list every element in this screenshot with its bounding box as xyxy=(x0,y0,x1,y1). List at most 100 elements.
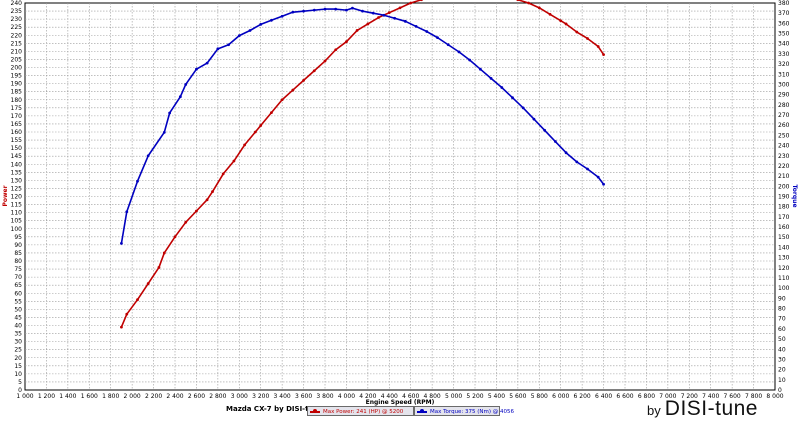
y-left-tick-label: 20 xyxy=(14,355,22,362)
y-right-tick-label: 40 xyxy=(778,346,786,353)
data-point-power xyxy=(409,1,413,5)
y-right-tick-label: 0 xyxy=(778,387,782,394)
data-point-torque xyxy=(136,179,139,183)
data-point-power xyxy=(205,198,209,202)
x-tick-label: 4 400 xyxy=(381,393,398,400)
data-point-power xyxy=(366,22,370,26)
y-right-tick-label: 10 xyxy=(778,377,786,384)
data-point-torque xyxy=(227,43,230,47)
data-point-power xyxy=(537,6,541,10)
y-right-tick-label: 300 xyxy=(778,81,790,88)
data-point-torque xyxy=(446,43,450,47)
x-tick-label: 6 800 xyxy=(638,393,655,400)
data-point-power xyxy=(157,266,161,269)
legend-torque-label: Max Torque: 375 (Nm) @ 4056 xyxy=(430,409,515,415)
data-point-torque xyxy=(205,61,209,65)
y-left-tick-label: 235 xyxy=(11,8,23,15)
data-point-torque xyxy=(280,14,284,18)
data-point-power xyxy=(602,53,605,56)
y-left-tick-label: 50 xyxy=(14,306,22,313)
data-point-power xyxy=(516,0,520,2)
y-left-tick-label: 100 xyxy=(11,226,23,233)
x-tick-label: 7 400 xyxy=(702,393,719,400)
y-left-tick-label: 230 xyxy=(11,16,23,23)
y-left-tick-label: 225 xyxy=(11,24,23,31)
series-line-torque xyxy=(120,7,605,244)
x-tick-label: 5 200 xyxy=(466,393,483,400)
x-tick-label: 5 000 xyxy=(445,393,462,400)
y-left-tick-label: 150 xyxy=(11,145,23,152)
y-right-tick-label: 200 xyxy=(778,183,790,190)
data-point-power xyxy=(312,69,316,73)
data-point-power xyxy=(345,40,348,44)
y-right-tick-label: 340 xyxy=(778,41,790,48)
y-left-tick-label: 145 xyxy=(11,153,23,160)
data-point-torque xyxy=(371,11,375,15)
data-point-torque xyxy=(270,18,273,22)
x-tick-label: 8 000 xyxy=(766,393,783,400)
x-tick-label: 2 800 xyxy=(209,393,226,400)
y-left-tick-label: 170 xyxy=(11,113,23,120)
y-left-tick-label: 25 xyxy=(14,347,22,354)
y-left-tick-label: 220 xyxy=(11,32,23,39)
data-point-torque xyxy=(146,154,150,158)
data-point-power xyxy=(377,16,380,19)
legend-power-swatch xyxy=(310,409,320,413)
brand-by: by xyxy=(647,403,661,418)
y-right-tick-label: 370 xyxy=(778,10,790,17)
x-tick-label: 3 800 xyxy=(316,393,333,400)
data-point-power xyxy=(125,312,129,316)
data-point-power xyxy=(302,79,305,82)
y-right-tick-label: 180 xyxy=(778,204,790,211)
y-right-tick-label: 120 xyxy=(778,265,790,272)
y-left-tick-label: 195 xyxy=(11,73,23,80)
data-point-torque xyxy=(436,36,439,40)
y-left-tick-label: 10 xyxy=(14,371,22,378)
x-tick-label: 7 200 xyxy=(681,393,698,400)
data-point-power xyxy=(243,143,247,147)
x-tick-label: 7 600 xyxy=(724,393,741,400)
x-tick-label: 6 200 xyxy=(574,393,591,400)
data-point-torque xyxy=(162,130,166,134)
x-tick-label: 5 600 xyxy=(509,393,526,400)
y-left-tick-label: 120 xyxy=(11,194,23,201)
data-point-torque xyxy=(511,96,514,100)
y-left-tick-label: 205 xyxy=(11,56,23,63)
data-point-torque xyxy=(334,7,338,11)
y-left-tick-label: 175 xyxy=(11,105,23,112)
y-left-tick-label: 0 xyxy=(18,387,22,394)
legend-item-torque: Max Torque: 375 (Nm) @ 4056 xyxy=(414,406,514,416)
x-tick-label: 1 000 xyxy=(16,393,33,400)
y-right-tick-label: 50 xyxy=(778,336,786,343)
y-left-tick-label: 200 xyxy=(11,65,23,72)
x-tick-label: 1 600 xyxy=(81,393,98,400)
y-left-tick-label: 110 xyxy=(11,210,23,217)
y-left-tick-label: 210 xyxy=(11,48,23,55)
data-point-torque xyxy=(361,9,364,13)
data-point-torque xyxy=(345,8,348,12)
x-tick-label: 5 400 xyxy=(488,393,505,400)
data-point-power xyxy=(323,59,327,63)
y-right-tick-label: 160 xyxy=(778,224,790,231)
data-point-torque xyxy=(602,182,605,186)
data-point-torque xyxy=(532,117,536,121)
data-point-power xyxy=(280,98,284,102)
y-right-tick-label: 30 xyxy=(778,356,786,363)
data-point-power xyxy=(211,190,214,194)
x-tick-label: 7 000 xyxy=(659,393,676,400)
y-right-tick-label: 70 xyxy=(778,316,786,323)
y-right-tick-label: 140 xyxy=(778,244,790,251)
data-point-power xyxy=(173,235,177,239)
data-point-torque xyxy=(259,22,263,26)
data-point-torque xyxy=(184,83,188,86)
y-left-tick-label: 105 xyxy=(11,218,23,225)
y-right-tick-label: 350 xyxy=(778,31,790,38)
x-tick-label: 6 600 xyxy=(616,393,633,400)
y-left-tick-label: 185 xyxy=(11,89,23,96)
x-tick-label: 2 000 xyxy=(124,393,141,400)
y-axis-right-title: Torque xyxy=(791,184,798,207)
data-point-torque xyxy=(457,50,461,54)
data-point-power xyxy=(575,30,579,34)
data-point-power xyxy=(586,37,589,40)
data-point-power xyxy=(259,124,263,127)
